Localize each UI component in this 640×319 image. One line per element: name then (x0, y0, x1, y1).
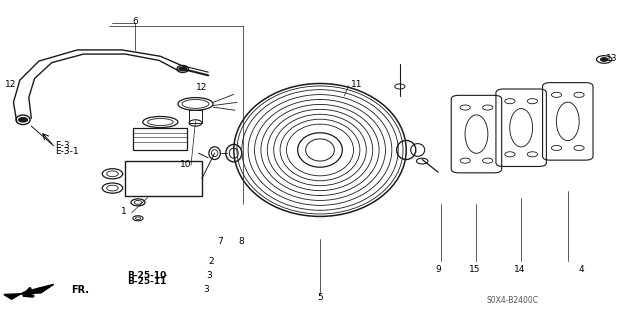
Text: 6: 6 (132, 17, 138, 26)
Circle shape (179, 67, 186, 71)
Text: 5: 5 (317, 293, 323, 302)
Circle shape (600, 57, 608, 61)
Bar (133, 128, 188, 150)
Text: 3: 3 (204, 285, 209, 294)
Text: B-25-10: B-25-10 (127, 271, 167, 280)
Text: 3: 3 (206, 271, 212, 280)
Text: E-3: E-3 (55, 141, 70, 150)
Text: 9: 9 (435, 264, 441, 274)
Text: 2: 2 (208, 257, 214, 266)
Polygon shape (4, 284, 54, 299)
Text: 15: 15 (468, 264, 480, 274)
Text: 11: 11 (351, 80, 362, 89)
Text: 14: 14 (513, 264, 525, 274)
Text: 4: 4 (579, 264, 584, 274)
Text: 13: 13 (606, 54, 618, 63)
Text: 12: 12 (195, 83, 207, 92)
Text: 10: 10 (179, 160, 191, 169)
Text: 7: 7 (217, 237, 223, 246)
Bar (189, 110, 202, 123)
Text: 12: 12 (5, 80, 17, 89)
Text: B-25-11: B-25-11 (127, 277, 167, 286)
Text: S0X4-B2400C: S0X4-B2400C (486, 296, 538, 305)
Bar (125, 161, 202, 196)
Text: E-3-1: E-3-1 (55, 147, 79, 156)
Circle shape (19, 118, 28, 122)
Text: 8: 8 (238, 237, 244, 246)
Text: 1: 1 (122, 207, 127, 216)
Text: FR.: FR. (71, 285, 89, 295)
